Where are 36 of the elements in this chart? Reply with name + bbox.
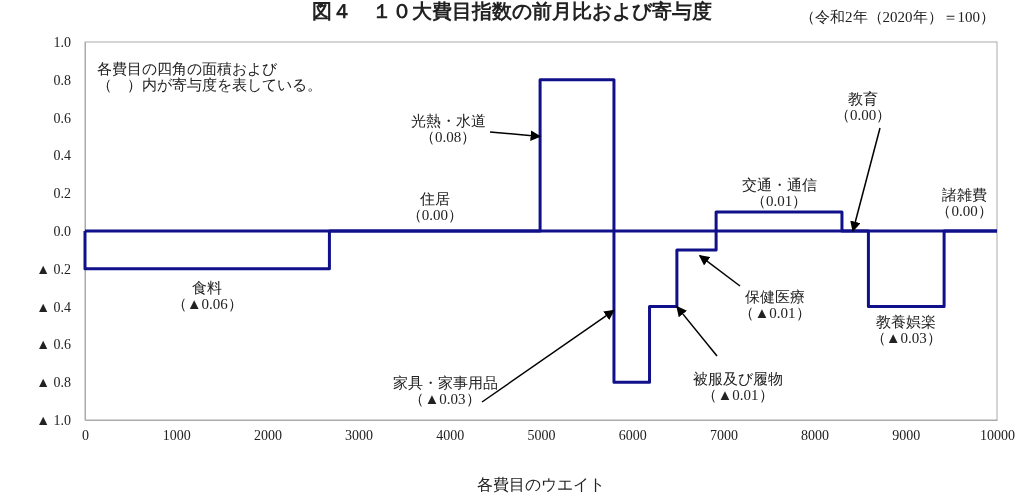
x-tick-label: 8000 xyxy=(801,427,830,443)
x-tick-label: 0 xyxy=(82,427,89,443)
y-tick-label: ▲ 0.8 xyxy=(36,375,71,391)
x-axis-title: 各費目のウエイト xyxy=(477,476,605,493)
annotation: 各費目の四角の面積および（ ）内が寄与度を表している。 xyxy=(97,61,322,93)
annotation: 諸雑費（0.00） xyxy=(936,187,993,219)
y-tick-label: 1.0 xyxy=(53,34,71,50)
text: （令和2年（2020年）＝100） xyxy=(800,9,995,25)
x-tick-label: 4000 xyxy=(436,427,465,443)
y-tick-label: ▲ 0.4 xyxy=(36,299,71,315)
y-tick-label: ▲ 0.2 xyxy=(36,261,71,277)
annotation: 光熱・水道（0.08） xyxy=(410,113,486,145)
annotation: 被服及び履物（▲0.01） xyxy=(693,371,783,403)
annotation: 保健医療（▲0.01） xyxy=(739,289,811,321)
y-tick-label: 0.6 xyxy=(53,110,71,126)
x-tick-label: 5000 xyxy=(527,427,556,443)
annotation: 食料（▲0.06） xyxy=(171,279,243,312)
x-tick-label: 6000 xyxy=(618,427,647,443)
annotation: 教養娯楽（▲0.03） xyxy=(870,313,942,346)
annotation: 教育（0.00） xyxy=(834,91,892,123)
y-tick-label: ▲ 0.6 xyxy=(36,337,71,353)
x-tick-label: 2000 xyxy=(253,427,282,443)
chart-title: 図４ １０大費目指数の前月比および寄与度 xyxy=(312,0,712,22)
annotation: 交通・通信（0.01） xyxy=(741,177,817,210)
x-tick-label: 10000 xyxy=(980,427,1015,443)
y-tick-label: 0.2 xyxy=(53,186,71,202)
y-tick-label: 0.4 xyxy=(53,148,71,164)
x-tick-label: 7000 xyxy=(709,427,738,443)
y-tick-label: 0.0 xyxy=(53,223,71,239)
annotation: 住居（0.00） xyxy=(406,191,463,223)
y-tick-label: 0.8 xyxy=(53,72,71,88)
annotation: 家具・家事用品（▲0.03） xyxy=(392,375,498,407)
x-tick-label: 3000 xyxy=(345,427,374,443)
y-tick-label: ▲ 1.0 xyxy=(36,412,71,428)
x-tick-label: 9000 xyxy=(892,427,921,443)
x-tick-label: 1000 xyxy=(162,427,191,443)
